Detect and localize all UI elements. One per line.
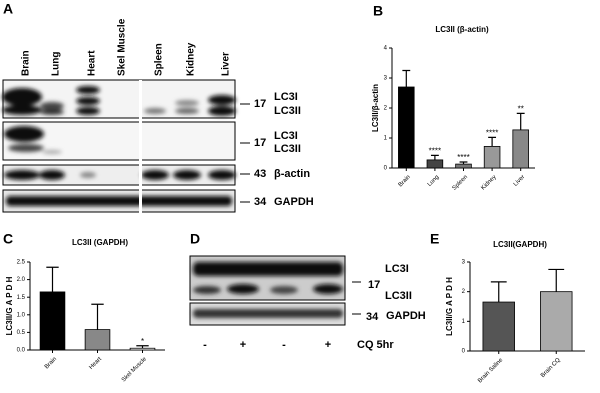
band-label: LC3I: [274, 91, 298, 103]
bar: [398, 86, 415, 169]
lane-treatment: +: [325, 339, 331, 351]
panel-label: A: [3, 1, 13, 17]
x-tick-label: Heart: [88, 356, 103, 371]
lane-treatment: +: [240, 339, 246, 351]
x-tick-label: Spleen: [452, 174, 469, 191]
x-tick-label: Brain: [398, 174, 412, 188]
marker-size: 34: [366, 311, 379, 323]
bar: [39, 291, 66, 351]
y-tick-label: 3: [384, 76, 388, 82]
bar: [455, 163, 472, 169]
lane-label: Lung: [51, 52, 62, 76]
y-axis-label: LC3II/G A P D H: [5, 276, 14, 335]
y-tick-label: 0.0: [17, 348, 26, 354]
significance-label: ****: [457, 153, 469, 162]
error-bar: [459, 161, 468, 165]
treatment-label: CQ 5hr: [357, 339, 394, 351]
error-bar: [516, 112, 525, 130]
marker-size: 17: [254, 98, 266, 110]
marker-size: 17: [368, 279, 380, 291]
marker-size: 34: [254, 196, 267, 208]
significance-label: *: [141, 337, 144, 346]
band-label: LC3I: [274, 130, 298, 142]
lane-label: Brain: [21, 50, 32, 76]
error-bar: [430, 154, 439, 160]
y-tick-label: 2.5: [17, 260, 26, 266]
band-label: β-actin: [274, 168, 310, 180]
y-tick-label: 1: [384, 136, 388, 142]
x-tick-label: Lung: [427, 174, 441, 188]
error-bar: [91, 303, 104, 330]
lane-treatment: -: [282, 339, 286, 351]
error-bar: [136, 345, 149, 349]
bar: [84, 329, 111, 351]
band-label: LC3I: [385, 263, 409, 275]
panel-label: C: [3, 231, 13, 247]
band-label: GAPDH: [386, 310, 426, 322]
y-tick-label: 0.5: [17, 330, 26, 336]
y-tick-label: 0: [462, 349, 466, 355]
x-tick-label: Brain CQ: [540, 357, 562, 379]
error-bar: [488, 136, 497, 147]
marker-size: 17: [254, 137, 266, 149]
significance-label: **: [518, 105, 524, 114]
error-bar: [490, 281, 507, 303]
chart-title: LC3II(GAPDH): [493, 240, 547, 249]
y-tick-label: 3: [462, 260, 466, 266]
error-bar: [46, 266, 59, 292]
band-label: LC3II: [274, 143, 301, 155]
blot-a: [2, 79, 236, 213]
band-label: GAPDH: [274, 196, 314, 208]
y-tick-label: 2: [384, 106, 388, 112]
band-label: LC3II: [385, 290, 412, 302]
significance-label: ****: [486, 129, 498, 138]
bar: [129, 347, 156, 351]
y-tick-label: 1: [462, 319, 466, 325]
panel-label: B: [373, 3, 383, 19]
y-tick-label: 2.0: [17, 277, 26, 283]
bar: [483, 145, 501, 169]
lane-label: Heart: [87, 50, 98, 76]
x-tick-label: Liver: [513, 174, 526, 187]
lane-label: Skel Muscle: [117, 18, 128, 76]
significance-label: ****: [429, 147, 441, 156]
y-tick-label: 1.0: [17, 312, 26, 318]
y-tick-label: 1.5: [17, 295, 26, 301]
x-tick-label: Brain: [44, 356, 58, 370]
bar: [512, 129, 529, 169]
panel-label: D: [190, 231, 200, 247]
error-bar: [548, 268, 565, 292]
bar: [482, 301, 515, 352]
y-tick-label: 4: [384, 46, 388, 52]
lane-label: Kidney: [186, 42, 197, 76]
chart-title: LC3II (GAPDH): [72, 238, 128, 247]
bar: [426, 159, 444, 169]
marker-size: 43: [254, 168, 266, 180]
band-label: LC3II: [274, 105, 301, 117]
y-tick-label: 2: [462, 289, 466, 295]
lane-treatment: -: [203, 339, 207, 351]
y-axis-label: LC3II/β-actin: [371, 84, 380, 132]
bar: [540, 291, 573, 352]
x-tick-label: Kidney: [480, 174, 497, 191]
lane-label: Liver: [221, 52, 232, 76]
error-bar: [402, 69, 411, 87]
chart-title: LC3II (β-actin): [435, 25, 489, 34]
y-tick-label: 0: [384, 166, 388, 172]
blot-d: [189, 255, 346, 326]
lane-label: Spleen: [154, 43, 165, 76]
x-tick-label: Brain Saline: [477, 357, 505, 385]
panel-label: E: [430, 231, 439, 247]
x-tick-label: Skel Muscle: [121, 356, 149, 384]
y-axis-label: LC3II/G A P D H: [445, 277, 454, 336]
